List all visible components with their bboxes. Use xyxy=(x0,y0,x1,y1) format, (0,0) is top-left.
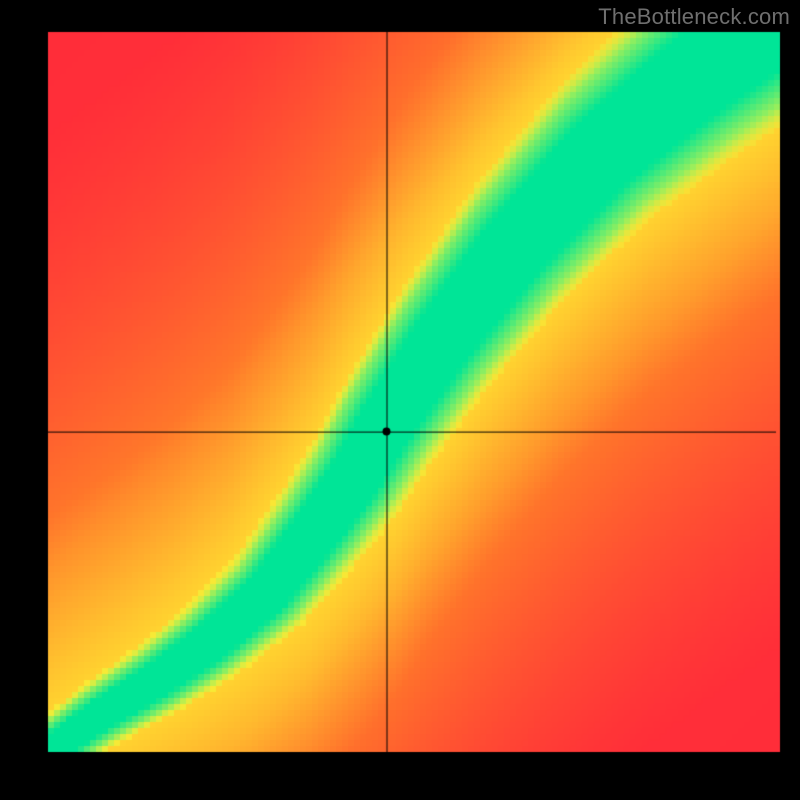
bottleneck-heatmap-canvas xyxy=(0,0,800,800)
chart-container: TheBottleneck.com xyxy=(0,0,800,800)
